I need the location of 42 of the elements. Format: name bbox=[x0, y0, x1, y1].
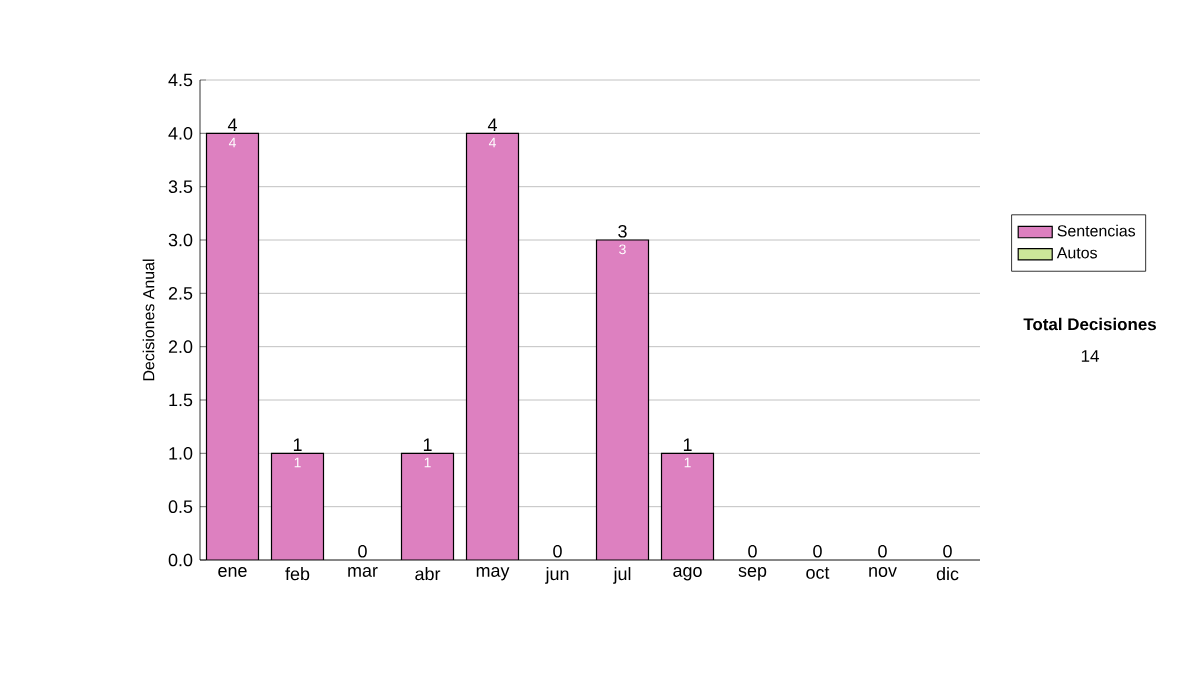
x-tick-label: jun bbox=[545, 567, 569, 584]
total-label: 0 bbox=[553, 544, 562, 558]
text: 14 bbox=[1081, 350, 1099, 362]
total-label: 0 bbox=[813, 544, 822, 558]
x-tick-label: feb bbox=[285, 567, 310, 581]
bar bbox=[466, 133, 519, 560]
bar bbox=[401, 453, 454, 560]
bar bbox=[271, 453, 324, 560]
total-label: 1 bbox=[293, 438, 302, 451]
y-tick-label: 1.5 bbox=[169, 393, 193, 407]
y-tick-label: 0.5 bbox=[168, 500, 193, 514]
x-tick-label: oct bbox=[806, 567, 830, 579]
total-label: 4 bbox=[487, 118, 497, 131]
x-tick-label: sep bbox=[738, 567, 767, 581]
total-label: 4 bbox=[227, 118, 237, 131]
x-tick-label: mar bbox=[348, 567, 378, 577]
y-tick-label: 2.0 bbox=[168, 340, 193, 354]
bar bbox=[596, 240, 649, 560]
total-label: 0 bbox=[878, 544, 887, 558]
total-label: 0 bbox=[748, 544, 757, 558]
y-tick-label: 0.0 bbox=[168, 553, 193, 567]
x-tick-label: nov bbox=[869, 567, 897, 577]
text: Total Decisiones bbox=[1023, 317, 1156, 331]
bar bbox=[206, 133, 259, 560]
x-tick-label: ene bbox=[218, 567, 247, 577]
x-tick-label: ago bbox=[673, 567, 702, 581]
y-tick-label: 4.5 bbox=[168, 73, 193, 87]
x-tick-label: may bbox=[476, 567, 510, 581]
total-label: 3 bbox=[618, 224, 627, 238]
total-label: 0 bbox=[943, 544, 952, 558]
x-tick-label: dic bbox=[936, 567, 959, 581]
y-tick-label: 3.5 bbox=[168, 180, 193, 194]
total-label: 1 bbox=[683, 438, 692, 451]
y-tick-label: 3.0 bbox=[168, 233, 193, 247]
x-tick-label: abr bbox=[415, 567, 441, 581]
bar bbox=[660, 452, 715, 560]
x-tick-label: jul bbox=[613, 567, 631, 584]
y-tick-label: 2.5 bbox=[168, 286, 193, 300]
y-tick-label: 1.0 bbox=[169, 446, 193, 460]
y-tick-label: 4.0 bbox=[168, 126, 193, 140]
total-label: 1 bbox=[423, 438, 432, 451]
total-label: 0 bbox=[358, 544, 367, 558]
